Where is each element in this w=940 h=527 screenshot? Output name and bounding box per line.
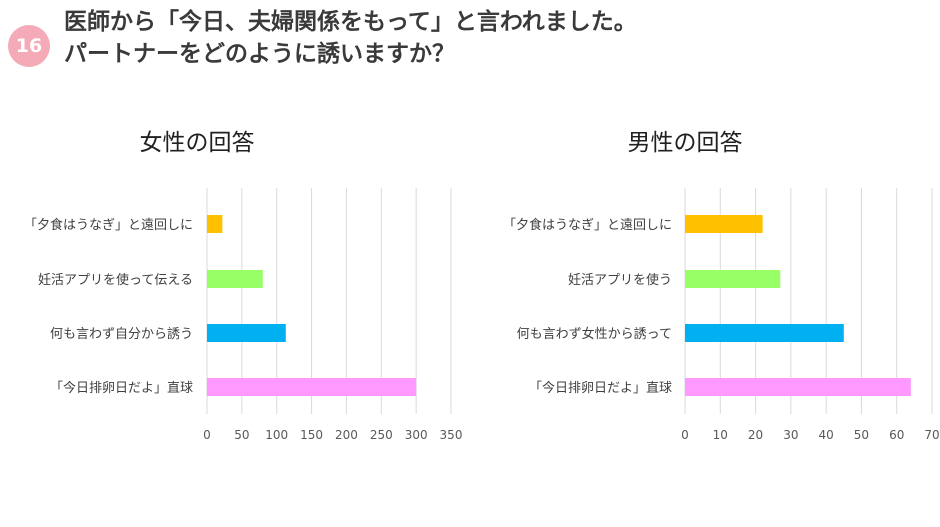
male-tick-label-20: 20 [748, 428, 763, 442]
female-category-label-3: 何も言わず自分から誘う [50, 326, 193, 342]
male-tick-label-40: 40 [819, 428, 834, 442]
male-tick-label-10: 10 [713, 428, 728, 442]
question-title-line-2: パートナーをどのように誘いますか？ [64, 41, 455, 67]
question-number-badge: 16 [8, 25, 50, 67]
male-chart-title: 男性の回答 [628, 130, 743, 156]
male-bar-1 [685, 215, 763, 233]
female-category-label-1: 「夕食はうなぎ」と遠回しに [24, 217, 193, 233]
female-bar-2 [207, 270, 263, 288]
female-tick-label-350: 350 [440, 428, 463, 442]
male-bar-3 [685, 324, 844, 342]
male-tick-label-60: 60 [889, 428, 904, 442]
male-category-label-2: 妊活アプリを使う [568, 272, 672, 288]
female-bar-4 [207, 378, 417, 396]
female-tick-label-0: 0 [203, 428, 211, 442]
female-tick-label-300: 300 [405, 428, 428, 442]
male-category-label-1: 「夕食はうなぎ」と遠回しに [503, 217, 672, 233]
female-category-label-2: 妊活アプリを使って伝える [38, 272, 193, 288]
male-tick-label-50: 50 [854, 428, 869, 442]
male-category-label-4: 「今日排卵日だよ」直球 [529, 380, 672, 396]
question-title-line-1: 医師から「今日、夫婦関係をもって」と言われました。 [64, 9, 637, 35]
female-tick-label-250: 250 [370, 428, 393, 442]
male-bar-4 [685, 378, 911, 396]
question-title: 医師から「今日、夫婦関係をもって」と言われました。 パートナーをどのように誘いま… [64, 6, 637, 70]
female-tick-label-200: 200 [335, 428, 358, 442]
female-chart-title: 女性の回答 [140, 130, 255, 156]
male-category-label-3: 何も言わず女性から誘って [517, 326, 672, 342]
male-tick-label-70: 70 [924, 428, 939, 442]
female-bar-3 [207, 324, 286, 342]
male-bar-2 [685, 270, 781, 288]
male-tick-label-30: 30 [783, 428, 798, 442]
male-tick-label-0: 0 [681, 428, 689, 442]
female-category-label-4: 「今日排卵日だよ」直球 [50, 380, 193, 396]
female-bar-1 [207, 215, 223, 233]
female-tick-label-150: 150 [300, 428, 323, 442]
female-tick-label-100: 100 [265, 428, 288, 442]
female-tick-label-50: 50 [234, 428, 249, 442]
